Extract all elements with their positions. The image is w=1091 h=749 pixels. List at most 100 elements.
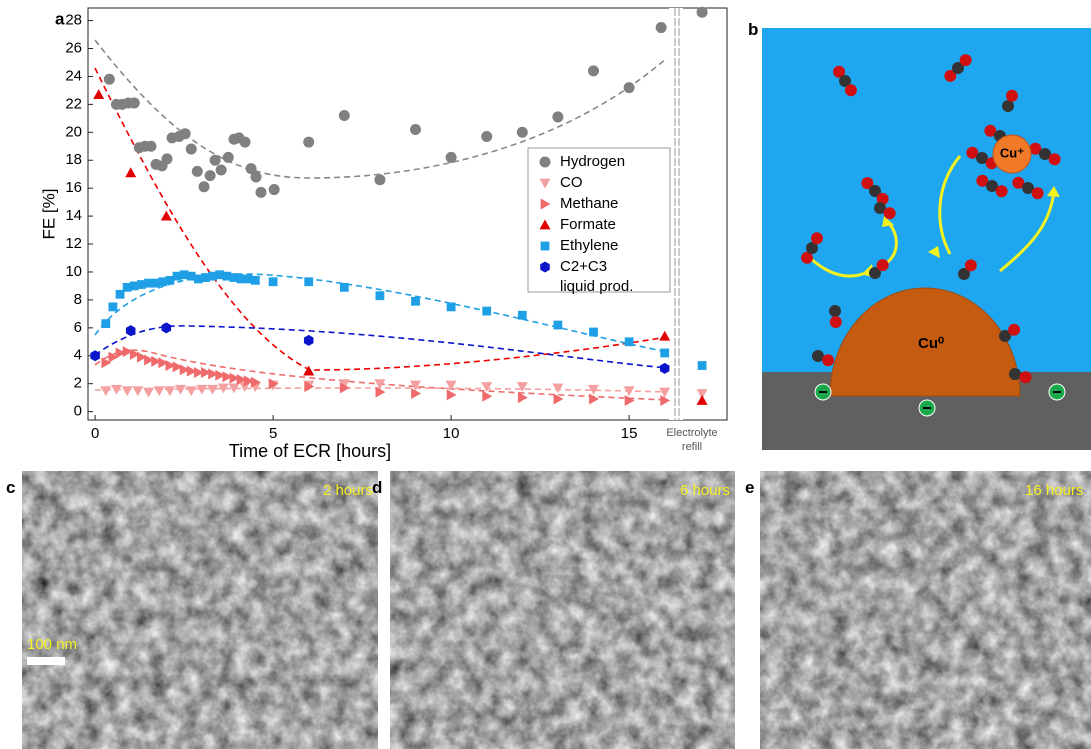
point bbox=[481, 382, 493, 392]
point bbox=[696, 6, 708, 18]
molecule bbox=[1029, 142, 1061, 166]
chart: a Electrolyte refill Time of ECR [hours]… bbox=[39, 6, 728, 461]
legend-marker bbox=[540, 261, 550, 273]
point bbox=[215, 164, 227, 176]
point bbox=[624, 337, 634, 347]
point bbox=[623, 386, 635, 397]
point bbox=[93, 89, 105, 99]
point bbox=[158, 357, 169, 369]
point bbox=[516, 382, 528, 392]
point bbox=[239, 382, 251, 392]
point bbox=[655, 22, 667, 34]
point bbox=[239, 136, 251, 148]
panel-label: e bbox=[745, 478, 755, 497]
y-tick-label: 16 bbox=[65, 179, 82, 196]
point bbox=[175, 384, 187, 395]
point bbox=[215, 369, 226, 381]
point bbox=[339, 382, 350, 394]
point bbox=[660, 348, 670, 358]
point bbox=[482, 390, 493, 402]
diagram: Cu⁰ Cu⁺ bbox=[762, 28, 1091, 450]
point bbox=[410, 380, 422, 391]
point bbox=[122, 282, 132, 292]
point bbox=[659, 387, 671, 398]
point bbox=[375, 291, 385, 301]
y-tick-label: 10 bbox=[65, 263, 82, 280]
point bbox=[303, 334, 314, 346]
point bbox=[236, 274, 246, 284]
legend bbox=[527, 147, 671, 293]
legend-entry: C2+C3 liquid prod. bbox=[560, 258, 633, 295]
x-tick-label: 10 bbox=[443, 425, 460, 442]
point bbox=[165, 275, 175, 285]
point bbox=[186, 365, 197, 377]
molecule bbox=[944, 54, 972, 82]
cuplus-label: Cu⁺ bbox=[1000, 145, 1024, 160]
point bbox=[158, 277, 168, 287]
point bbox=[255, 186, 267, 198]
point bbox=[482, 306, 492, 316]
point bbox=[90, 350, 100, 362]
molecule bbox=[869, 259, 889, 279]
molecule bbox=[833, 65, 857, 97]
point bbox=[338, 110, 350, 122]
point bbox=[101, 357, 112, 369]
point bbox=[201, 367, 211, 379]
panel-label: b bbox=[748, 20, 759, 39]
point bbox=[268, 277, 278, 287]
molecule bbox=[874, 202, 896, 220]
y-tick-label: 26 bbox=[65, 39, 82, 56]
point bbox=[222, 151, 234, 163]
scale-label: 100 nm bbox=[27, 636, 78, 653]
point bbox=[172, 361, 183, 373]
point bbox=[145, 140, 157, 152]
molecule bbox=[861, 177, 889, 205]
point bbox=[446, 389, 457, 401]
x-axis-label: Time of ECR [hours] bbox=[229, 441, 391, 461]
point bbox=[128, 97, 140, 109]
point bbox=[191, 165, 203, 177]
point bbox=[243, 274, 253, 284]
caption: 6 hours bbox=[679, 482, 730, 499]
molecule bbox=[812, 350, 835, 367]
point bbox=[110, 384, 122, 395]
point bbox=[115, 347, 126, 359]
point bbox=[108, 302, 118, 312]
point bbox=[101, 319, 111, 329]
caption: 2 hours bbox=[322, 482, 373, 499]
molecule bbox=[1002, 89, 1018, 112]
point bbox=[516, 126, 528, 138]
point bbox=[179, 364, 190, 376]
point bbox=[201, 273, 210, 282]
point bbox=[132, 386, 144, 397]
point bbox=[245, 163, 257, 175]
legend-label: Methane bbox=[560, 195, 619, 212]
point bbox=[517, 392, 528, 404]
y-tick-label: 2 bbox=[74, 375, 82, 392]
point bbox=[411, 387, 422, 399]
point bbox=[204, 170, 216, 182]
annotation: Electrolyte bbox=[666, 427, 717, 439]
y-tick-label: 4 bbox=[74, 347, 82, 364]
point bbox=[553, 393, 564, 405]
point bbox=[304, 277, 314, 287]
point bbox=[196, 384, 208, 395]
point bbox=[161, 153, 173, 165]
point bbox=[143, 387, 155, 398]
point bbox=[623, 82, 635, 94]
point bbox=[129, 348, 140, 360]
y-axis-label: FE [%] bbox=[39, 188, 58, 239]
point bbox=[208, 368, 219, 380]
x-tick-label: 15 bbox=[621, 425, 638, 442]
point bbox=[136, 280, 146, 289]
point bbox=[229, 273, 239, 282]
legend-marker bbox=[540, 198, 551, 210]
legend-entry: Methane bbox=[560, 195, 619, 212]
legend-label: CO bbox=[560, 174, 583, 191]
point bbox=[193, 367, 204, 379]
point bbox=[125, 167, 137, 178]
point bbox=[165, 360, 176, 372]
point bbox=[179, 128, 191, 140]
point bbox=[660, 394, 671, 406]
